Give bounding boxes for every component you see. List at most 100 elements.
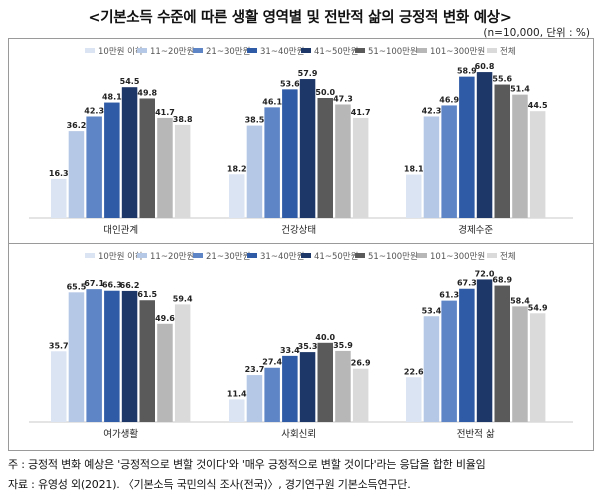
data-label: 38.5 [245,116,265,125]
data-label: 58.4 [510,296,530,305]
legend-swatch [193,253,203,258]
legend-swatch [85,253,95,258]
bar [51,351,67,422]
bar [246,125,263,218]
data-label: 41.7 [351,108,371,117]
bar [68,131,85,218]
legend-label: 전체 [500,46,516,57]
data-label: 36.2 [67,121,87,130]
data-label: 58.9 [457,67,477,76]
legend-label: 51~100만원 [368,47,418,57]
data-label: 46.9 [439,95,459,104]
bar [494,84,510,218]
data-label: 47.3 [333,94,353,103]
data-label: 53.4 [422,306,442,315]
bar [51,178,67,218]
bar [264,367,280,422]
footer-source: 자료 : 유영성 외(2021). 〈기본소득 국민의식 조사(전국)〉, 경기… [8,478,411,491]
data-label: 46.1 [262,97,282,106]
bar [512,94,528,218]
data-label: 35.9 [333,341,353,350]
bar [299,79,316,218]
data-label: 67.3 [457,279,477,288]
bar [423,316,440,422]
category-label: 대인관계 [103,224,138,236]
bar [121,290,138,422]
data-label: 66.2 [120,281,140,290]
data-label: 51.4 [510,85,530,94]
category-label: 경제수준 [458,224,493,236]
bar [494,285,510,422]
legend-label: 10만원 이하 [98,251,143,262]
legend-label: 전체 [500,251,516,262]
data-label: 23.7 [245,365,265,374]
data-label: 49.6 [155,314,175,323]
legend-swatch [301,253,311,258]
legend-label: 51~100만원 [368,252,418,262]
data-label: 42.3 [422,106,442,115]
bar [476,72,493,218]
bar [282,355,298,422]
data-label: 65.5 [67,282,87,291]
bar [317,98,333,218]
bar [104,102,120,218]
bar [335,350,351,422]
legend-label: 41~50만원 [314,252,358,262]
bar [529,111,546,218]
bar [512,306,528,422]
bar [476,279,493,422]
legend-label: 101~300만원 [430,47,485,57]
legend-label: 10만원 이하 [98,46,143,57]
data-label: 72.0 [475,269,495,278]
legend-swatch [137,48,147,53]
bar [68,292,85,422]
data-label: 61.5 [137,290,157,299]
bar [317,342,333,422]
data-label: 27.4 [262,358,282,367]
bar [282,89,298,218]
bar [459,288,475,422]
data-label: 11.4 [227,389,247,398]
bar [86,116,102,218]
legend-swatch [137,253,147,258]
data-label: 50.0 [315,88,335,97]
bar [246,375,263,422]
bar [352,117,369,218]
data-label: 57.9 [298,69,318,78]
legend-swatch [193,48,203,53]
bar-chart-bottom: 10만원 이하 11~20만원 21~30만원 31~40만원 41~50만원 51~10… [29,251,573,440]
bar [406,174,422,218]
legend-label: 101~300만원 [430,252,485,262]
bar [459,76,475,218]
data-label: 55.6 [492,75,512,84]
data-label: 49.8 [137,88,157,97]
data-label: 59.4 [173,294,193,303]
data-label: 35.7 [49,341,69,350]
legend-swatch [417,253,427,258]
chart-panel-bottom: 10만원 이하 11~20만원 21~30만원 31~40만원 41~50만원 51~10… [8,243,594,451]
data-label: 67.1 [84,279,104,288]
legend-swatch [487,48,497,53]
legend-swatch [247,48,257,53]
chart-panel-top: 10만원 이하 11~20만원 21~30만원 31~40만원 41~50만원 51~10… [8,38,594,244]
bar [229,174,245,218]
footer-note: 주 : 긍정적 변화 예상은 '긍정적으로 변할 것이다'와 '매우 긍정적으로… [8,458,486,471]
data-label: 33.4 [280,346,300,355]
bar [174,304,191,422]
bar [139,300,155,422]
page-title: <기본소득 수준에 따른 생활 영역별 및 전반적 삶의 긍정적 변화 예상> [88,10,512,26]
legend-label: 21~30만원 [206,252,250,262]
legend-swatch [247,253,257,258]
data-label: 40.0 [315,333,335,342]
bar [86,289,102,422]
data-label: 18.2 [227,164,247,173]
bar [335,104,351,218]
legend-label: 31~40만원 [260,252,304,262]
bar [299,352,316,422]
legend-label: 11~20만원 [150,47,194,57]
data-label: 60.8 [475,62,495,71]
category-label: 건강상태 [281,225,316,236]
unit-note: (n=10,000, 단위 : %) [483,27,590,39]
bar [229,399,245,422]
data-label: 48.1 [102,93,122,102]
